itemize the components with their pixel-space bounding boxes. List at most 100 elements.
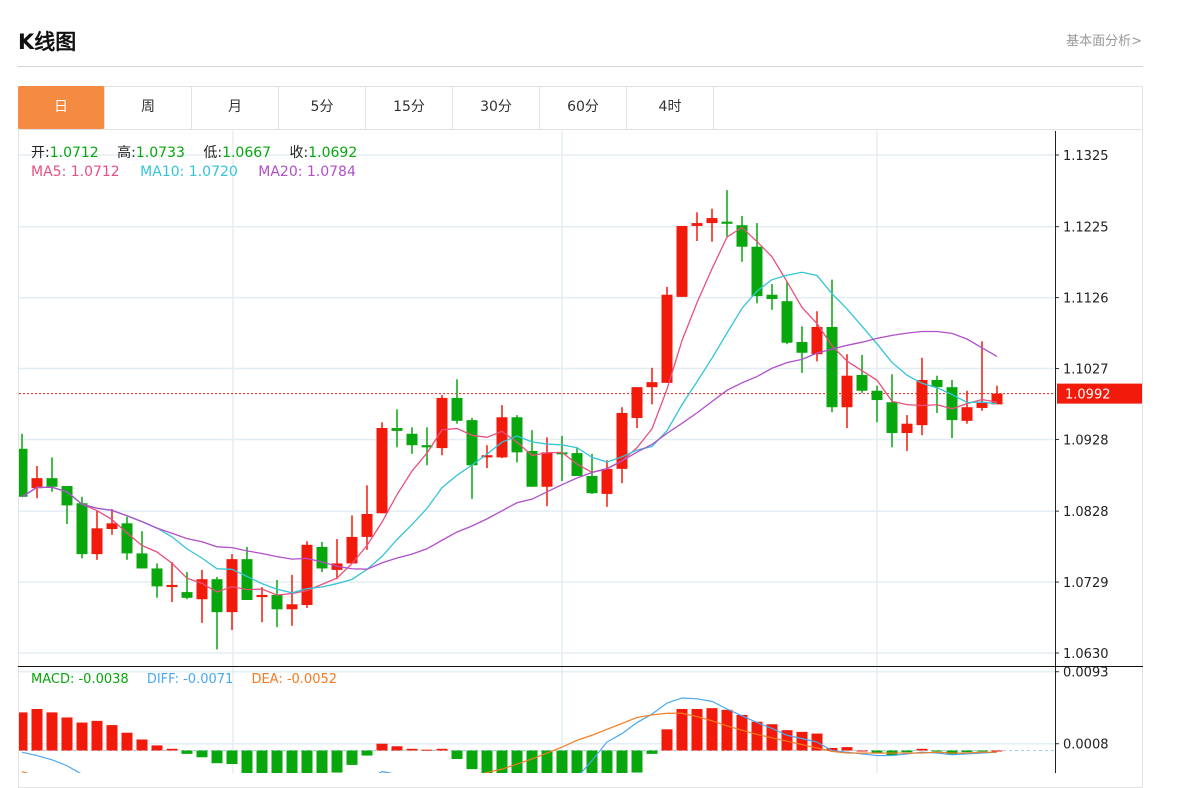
- macd-bar: [136, 739, 148, 751]
- ma5-line: [21, 226, 998, 596]
- candle-body: [856, 374, 868, 391]
- candle-body: [301, 544, 313, 605]
- candle-body: [46, 478, 58, 487]
- candle-body: [421, 445, 433, 448]
- macd-tick-label: 0.0008: [1063, 738, 1109, 753]
- candle-body: [931, 379, 943, 388]
- candle-body: [136, 553, 148, 569]
- open-value: 1.0712: [49, 145, 99, 161]
- macd-bar: [196, 750, 208, 758]
- tab-30min[interactable]: 30分: [453, 86, 540, 129]
- macd-bar: [211, 750, 223, 764]
- y-tick-label: 1.1325: [1063, 149, 1109, 164]
- candle-body: [346, 536, 358, 564]
- high-label: 高:: [117, 145, 136, 161]
- candle-body: [751, 246, 763, 297]
- candle-body: [541, 452, 553, 487]
- candle-body: [646, 382, 658, 388]
- low-label: 低:: [203, 145, 223, 161]
- tab-15min[interactable]: 15分: [366, 86, 453, 129]
- candle-body: [826, 326, 838, 408]
- macd-bar: [931, 750, 943, 752]
- macd-bar: [106, 725, 118, 751]
- y-tick-label: 1.1027: [1063, 363, 1109, 378]
- last-price-label: 1.0992: [1065, 388, 1111, 403]
- macd-bar: [316, 750, 328, 773]
- ma10-line: [21, 271, 998, 594]
- ohlc-legend: 开:1.0712 高:1.0733 低:1.0667 收:1.0692: [31, 142, 357, 162]
- macd-bar: [151, 745, 163, 751]
- macd-bar: [121, 732, 133, 751]
- candle-body: [706, 218, 718, 224]
- ma-legend: MA5: 1.0712 MA10: 1.0720 MA20: 1.0784: [31, 164, 356, 180]
- macd-bar: [796, 731, 808, 751]
- macd-bar: [256, 750, 268, 773]
- macd-bar: [361, 750, 373, 756]
- fundamental-analysis-link[interactable]: 基本面分析>: [1066, 34, 1142, 49]
- macd-bar: [496, 750, 508, 773]
- candle-body: [556, 452, 568, 455]
- period-tabs: 日 周 月 5分 15分 30分 60分 4时: [18, 86, 1143, 130]
- macd-bar: [511, 750, 523, 773]
- macd-bar: [961, 750, 973, 753]
- macd-bar: [991, 750, 1003, 752]
- y-tick-label: 1.1126: [1063, 292, 1109, 307]
- macd-bar: [556, 750, 568, 773]
- macd-bar: [346, 750, 358, 765]
- macd-bar: [541, 750, 553, 773]
- macd-tick-label: 0.0093: [1063, 666, 1109, 681]
- tab-60min[interactable]: 60分: [540, 86, 627, 129]
- close-value: 1.0692: [308, 145, 358, 161]
- tab-5min[interactable]: 5分: [279, 86, 366, 129]
- candle-body: [31, 478, 43, 489]
- candle-body: [166, 584, 178, 588]
- candle-body: [811, 326, 823, 355]
- macd-bar: [301, 750, 313, 773]
- macd-bar: [331, 750, 343, 773]
- macd-bar: [901, 750, 913, 753]
- macd-bar: [421, 749, 433, 751]
- macd-bar: [646, 750, 658, 754]
- candle-body: [676, 225, 688, 297]
- macd-bar: [481, 750, 493, 773]
- y-tick-label: 1.0828: [1063, 505, 1109, 520]
- macd-bar: [286, 750, 298, 773]
- tab-4hour[interactable]: 4时: [627, 86, 714, 129]
- candle-body: [526, 450, 538, 487]
- candle-body: [766, 294, 778, 300]
- ma20-legend: MA20: 1.0784: [258, 164, 356, 180]
- macd-bar: [751, 721, 763, 751]
- y-tick-label: 1.0928: [1063, 433, 1109, 448]
- candle-body: [376, 428, 388, 514]
- tab-month[interactable]: 月: [192, 86, 279, 129]
- macd-bar: [871, 750, 883, 754]
- candle-body: [271, 594, 283, 610]
- candle-body: [586, 476, 598, 494]
- macd-bar: [91, 720, 103, 751]
- ma10-legend: MA10: 1.0720: [140, 164, 238, 180]
- macd-bar: [166, 748, 178, 751]
- candle-body: [871, 390, 883, 401]
- candle-body: [991, 393, 1003, 405]
- low-value: 1.0667: [222, 145, 272, 161]
- macd-bar: [76, 722, 88, 751]
- macd-bar: [436, 748, 448, 751]
- tab-day[interactable]: 日: [18, 86, 105, 129]
- macd-bar: [181, 750, 193, 754]
- macd-bar: [586, 750, 598, 773]
- candle-body: [106, 523, 118, 530]
- candle-body: [451, 397, 463, 421]
- tab-week[interactable]: 周: [105, 86, 192, 129]
- macd-bar: [661, 729, 673, 751]
- macd-bar: [526, 750, 538, 773]
- candle-body: [781, 301, 793, 343]
- macd-bar: [31, 708, 43, 751]
- candle-body: [496, 417, 508, 458]
- candle-body: [406, 433, 418, 446]
- candle-body: [721, 221, 733, 224]
- macd-bar: [571, 750, 583, 773]
- candle-body: [736, 225, 748, 247]
- candle-body: [256, 594, 268, 598]
- macd-bar: [631, 750, 643, 773]
